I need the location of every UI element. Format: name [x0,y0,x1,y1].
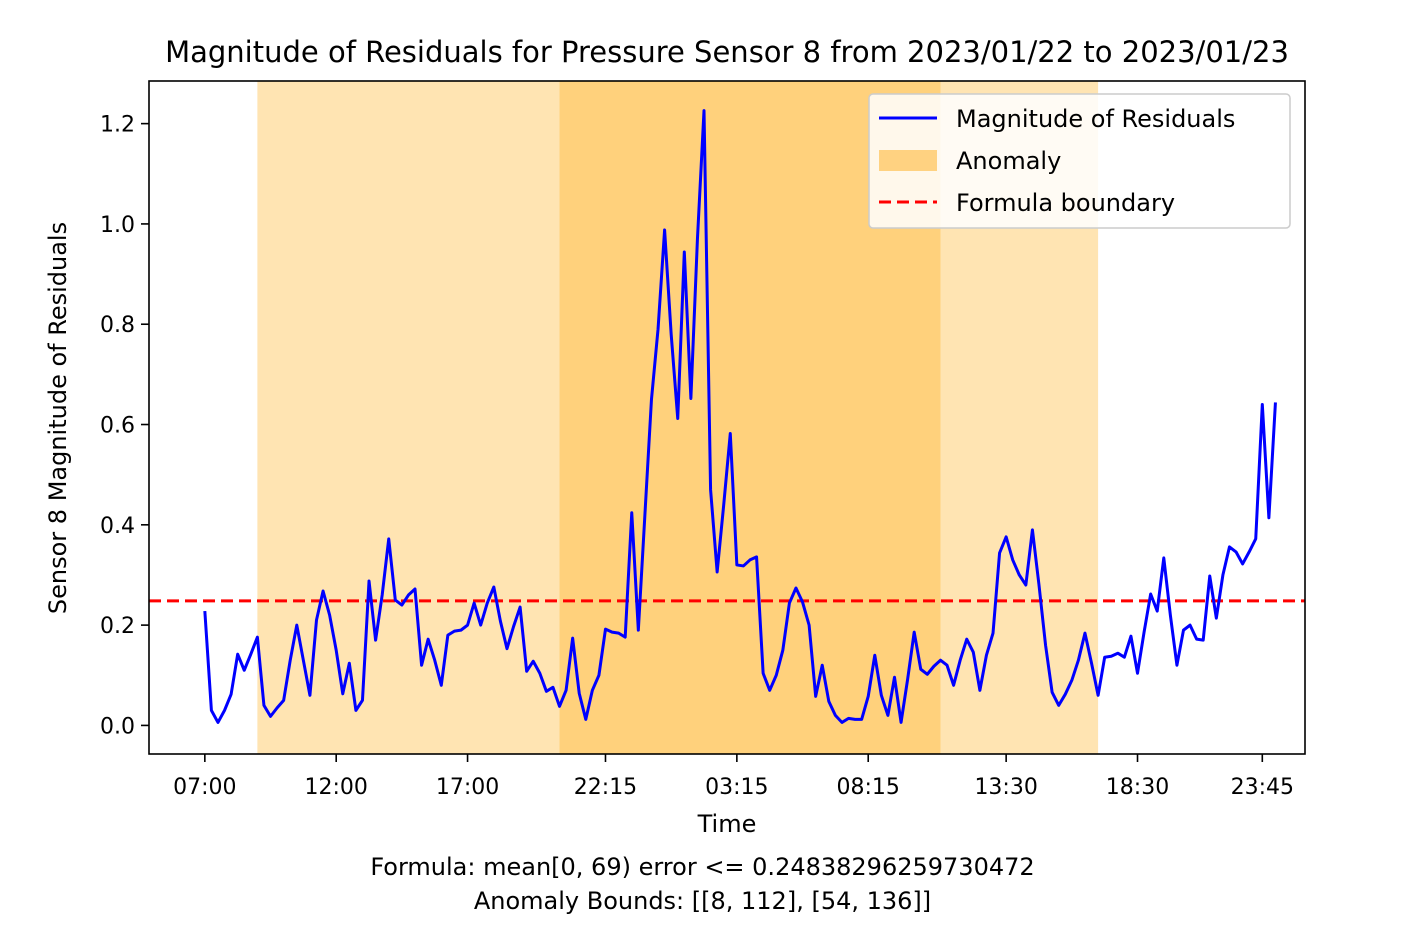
x-tick-label: 18:30 [1106,775,1169,800]
x-axis: 07:00 12:00 17:00 22:15 03:15 08:15 13:30 18:30… [173,754,1294,800]
legend-swatch-anomaly [879,150,937,171]
legend-label-boundary: Formula boundary [956,189,1175,217]
y-tick-label: 1.2 [100,113,135,138]
y-tick-label: 0.6 [100,414,135,439]
y-tick-label: 0.2 [100,614,135,639]
x-tick-label: 08:15 [837,775,900,800]
plot-frame [148,80,1306,755]
y-tick-label: 0.8 [100,313,135,338]
formula-caption: Formula: mean[0, 69) error <= 0.24838296… [370,853,1035,881]
x-tick-label: 23:45 [1231,775,1294,800]
y-axis: 0.0 0.2 0.4 0.6 0.8 1.0 1.2 [100,113,149,739]
legend: Magnitude of Residuals Anomaly Formula b… [868,93,1291,229]
legend-label-residuals: Magnitude of Residuals [956,105,1235,133]
chart-title: Magnitude of Residuals for Pressure Sens… [165,35,1289,69]
legend-box [868,93,1291,229]
anomaly-bounds-caption: Anomaly Bounds: [[8, 112], [54, 136]] [473,887,932,915]
y-axis-label: Sensor 8 Magnitude of Residuals [44,222,72,614]
y-tick-label: 0.0 [100,714,135,739]
x-axis-label: Time [697,810,757,838]
legend-label-anomaly: Anomaly [956,147,1061,175]
residuals-chart: Magnitude of Residuals for Pressure Sens… [44,35,1306,838]
residuals-line [203,109,1277,724]
x-tick-label: 17:00 [436,775,499,800]
y-tick-label: 0.4 [100,514,135,539]
x-tick-label: 07:00 [173,775,236,800]
x-tick-label: 13:30 [974,775,1037,800]
x-tick-label: 12:00 [304,775,367,800]
y-tick-label: 1.0 [100,213,135,238]
x-tick-label: 22:15 [574,775,637,800]
anomaly-region [257,81,941,754]
x-tick-label: 03:15 [705,775,768,800]
